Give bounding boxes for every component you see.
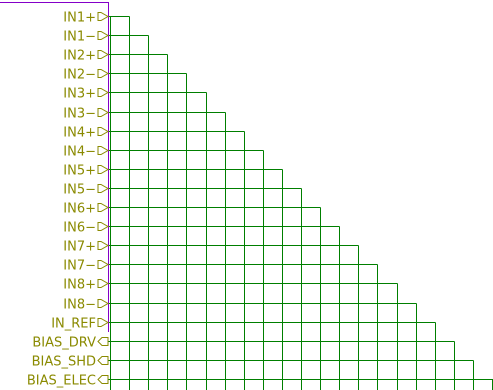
pin-label: BIAS_SHD: [32, 355, 96, 370]
input-pin-shape: [97, 260, 110, 269]
pin-bias-drv: BIAS_DRV: [32, 336, 109, 351]
pin-label: IN3−: [63, 107, 96, 122]
sheet-border: [0, 2, 109, 332]
input-pin-shape: [97, 88, 110, 97]
pin-bias-shd: BIAS_SHD: [32, 355, 109, 370]
input-pin-shape: [97, 203, 110, 212]
pin-label: IN4+: [63, 126, 96, 141]
pin-in4: IN4+: [63, 126, 110, 141]
pin-in7: IN7+: [63, 240, 110, 255]
input-pin-shape: [97, 50, 110, 59]
input-pin-shape: [97, 241, 110, 250]
input-pin-shape: [97, 108, 110, 117]
pin-label: IN3+: [63, 87, 96, 102]
input-pin-shape: [97, 69, 110, 78]
input-pin-shape: [97, 127, 110, 136]
pin-label: IN5+: [63, 164, 96, 179]
pin-label: IN4−: [63, 145, 96, 160]
input-pin-shape: [97, 184, 110, 193]
pin-in8: IN8−: [63, 298, 110, 313]
pin-label: IN8+: [63, 278, 96, 293]
hierarchical-labels: IN1+ IN1− IN2+ IN2− IN3+ IN3− IN4+ IN4− IN5+ IN5−…: [27, 11, 110, 389]
pin-in3: IN3+: [63, 87, 110, 102]
input-pin-shape: [97, 31, 110, 40]
pin-label: IN6−: [63, 221, 96, 236]
pin-in2: IN2+: [63, 49, 110, 64]
pin-in4: IN4−: [63, 145, 110, 160]
input-pin-shape: [97, 222, 110, 231]
pin-label: IN7−: [63, 259, 96, 274]
input-pin-shape: [97, 318, 110, 327]
pin-in2: IN2−: [63, 68, 110, 83]
input-pin-shape: [97, 299, 110, 308]
pin-in6: IN6−: [63, 221, 110, 236]
pin-label: IN8−: [63, 298, 96, 313]
pin-in6: IN6+: [63, 202, 110, 217]
pin-label: IN2+: [63, 49, 96, 64]
pin-label: IN1−: [63, 30, 96, 45]
wire-network: [108, 16, 493, 390]
pin-label: IN_REF: [51, 317, 96, 332]
input-pin-shape: [97, 12, 110, 21]
input-pin-shape: [97, 146, 110, 155]
pin-label: IN5−: [63, 183, 96, 198]
pin-in7: IN7−: [63, 259, 110, 274]
pin-label: IN6+: [63, 202, 96, 217]
pin-label: IN2−: [63, 68, 96, 83]
output-pin-shape: [97, 337, 109, 346]
pin-in1: IN1−: [63, 30, 110, 45]
input-pin-shape: [97, 279, 110, 288]
pin-in-ref: IN_REF: [51, 317, 110, 332]
pin-in1: IN1+: [63, 11, 110, 26]
pin-in5: IN5+: [63, 164, 110, 179]
input-pin-shape: [97, 165, 110, 174]
pin-label: BIAS_ELEC: [27, 374, 96, 389]
output-pin-shape: [97, 375, 109, 384]
pin-in8: IN8+: [63, 278, 110, 293]
pin-label: IN7+: [63, 240, 96, 255]
pin-label: IN1+: [63, 11, 96, 26]
output-pin-shape: [97, 356, 109, 365]
pin-label: BIAS_DRV: [32, 336, 96, 351]
pin-in5: IN5−: [63, 183, 110, 198]
pin-bias-elec: BIAS_ELEC: [27, 374, 109, 389]
pin-in3: IN3−: [63, 107, 110, 122]
